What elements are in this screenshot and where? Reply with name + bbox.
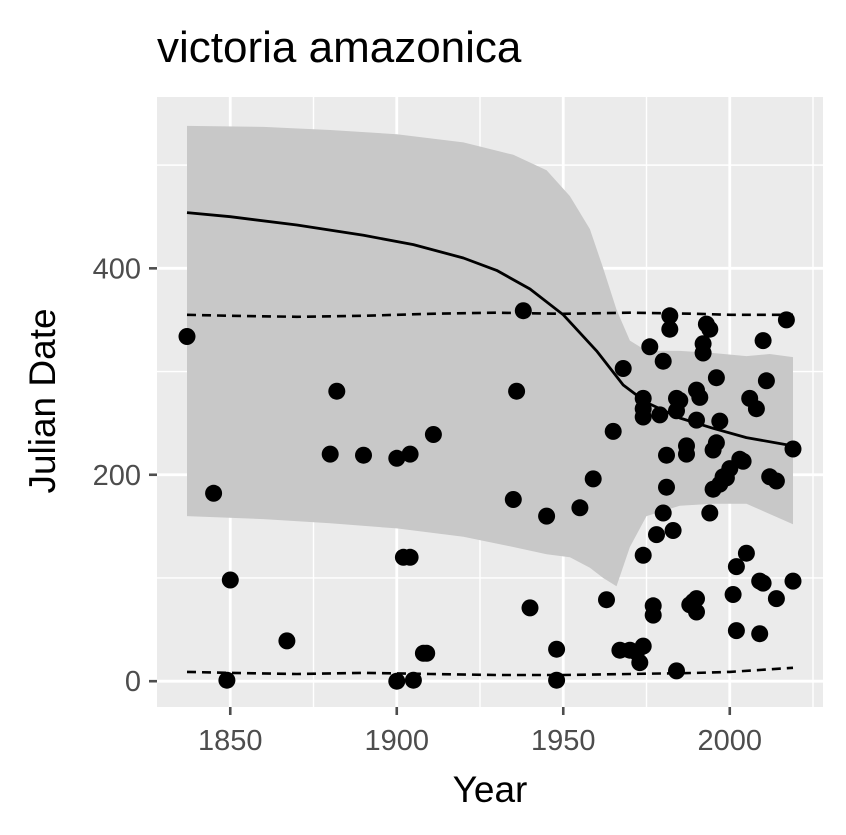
data-point bbox=[641, 338, 659, 356]
data-point bbox=[221, 571, 239, 589]
data-point bbox=[658, 446, 675, 464]
data-point bbox=[688, 590, 705, 608]
data-point bbox=[205, 484, 223, 502]
data-point bbox=[521, 599, 539, 617]
data-point bbox=[747, 400, 765, 418]
data-point bbox=[634, 637, 652, 655]
data-point bbox=[707, 434, 725, 452]
data-point bbox=[734, 452, 752, 470]
data-point bbox=[701, 320, 719, 338]
data-point bbox=[691, 388, 709, 406]
data-point bbox=[751, 625, 769, 643]
data-point bbox=[767, 472, 785, 490]
data-point bbox=[777, 311, 795, 329]
data-point bbox=[648, 526, 665, 544]
data-point bbox=[321, 445, 339, 463]
axes: 1850 1900 1950 2000 0 200 400 bbox=[93, 253, 762, 757]
data-point bbox=[388, 672, 406, 690]
y-tick-label: 400 bbox=[93, 253, 141, 285]
data-point bbox=[401, 445, 419, 463]
data-point bbox=[538, 507, 556, 525]
y-tick-label: 200 bbox=[93, 460, 141, 492]
data-point bbox=[508, 382, 526, 400]
data-points bbox=[178, 302, 802, 690]
data-point bbox=[661, 307, 679, 325]
data-point bbox=[178, 328, 196, 345]
chart-title: victoria amazonica bbox=[157, 23, 522, 72]
x-tick-label: 2000 bbox=[698, 725, 763, 757]
data-point bbox=[701, 504, 719, 522]
data-point bbox=[634, 546, 652, 564]
data-point bbox=[688, 411, 705, 429]
data-point bbox=[404, 671, 422, 689]
data-point bbox=[548, 671, 566, 689]
data-point bbox=[634, 400, 652, 418]
data-point bbox=[548, 640, 566, 658]
data-point bbox=[658, 478, 675, 496]
ribbon-area bbox=[187, 125, 793, 587]
x-tick-label: 1950 bbox=[531, 725, 596, 757]
data-point bbox=[668, 662, 685, 680]
data-point bbox=[694, 344, 712, 362]
data-point bbox=[418, 644, 436, 662]
data-point bbox=[661, 320, 679, 338]
data-point bbox=[664, 522, 682, 539]
data-point bbox=[401, 548, 419, 566]
data-point bbox=[328, 382, 346, 400]
data-point bbox=[424, 426, 442, 443]
data-point bbox=[671, 392, 689, 409]
data-point bbox=[644, 606, 662, 624]
data-point bbox=[388, 449, 406, 467]
data-point bbox=[218, 671, 236, 689]
data-point bbox=[355, 446, 372, 464]
x-tick-label: 1900 bbox=[365, 725, 430, 757]
x-tick-label: 1850 bbox=[198, 725, 263, 757]
data-point bbox=[754, 574, 772, 592]
confidence-ribbon bbox=[187, 125, 793, 587]
data-point bbox=[278, 632, 296, 650]
data-point bbox=[598, 591, 615, 609]
data-point bbox=[784, 440, 802, 458]
y-tick-label: 0 bbox=[125, 666, 141, 698]
x-axis-title: Year bbox=[453, 769, 528, 810]
data-point bbox=[754, 332, 772, 350]
data-point bbox=[688, 603, 705, 621]
data-point bbox=[654, 504, 672, 522]
data-point bbox=[707, 369, 725, 387]
data-point bbox=[757, 372, 775, 390]
data-point bbox=[678, 445, 695, 463]
data-point bbox=[584, 470, 602, 488]
data-point bbox=[727, 622, 745, 640]
data-point bbox=[651, 406, 669, 424]
data-point bbox=[514, 302, 532, 320]
data-point bbox=[604, 422, 622, 440]
data-point bbox=[614, 360, 632, 377]
data-point bbox=[631, 654, 649, 672]
data-point bbox=[654, 352, 672, 370]
data-point bbox=[784, 572, 802, 590]
data-point bbox=[737, 544, 755, 562]
data-point bbox=[767, 590, 785, 608]
data-point bbox=[571, 499, 589, 517]
data-point bbox=[727, 558, 745, 576]
data-point bbox=[504, 491, 522, 508]
data-point bbox=[724, 586, 742, 603]
data-point bbox=[711, 412, 729, 430]
y-axis-title: Julian Date bbox=[22, 308, 63, 493]
